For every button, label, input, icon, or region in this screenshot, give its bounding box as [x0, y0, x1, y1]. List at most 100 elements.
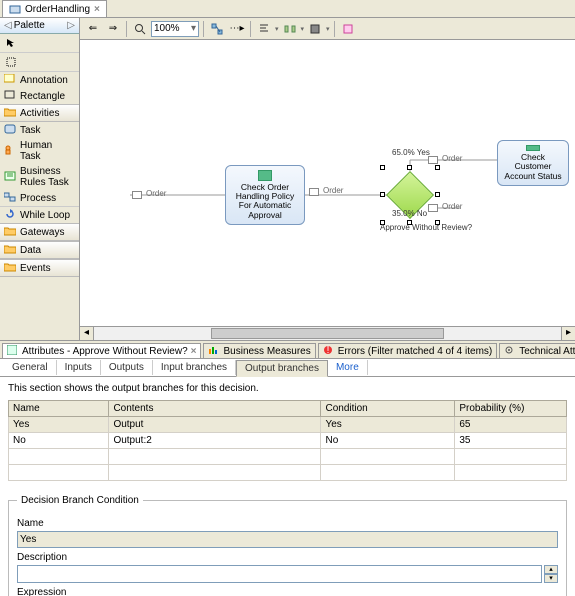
decision-label: Approve Without Review?: [380, 223, 440, 232]
no-port[interactable]: [428, 204, 438, 212]
view-tab-measures[interactable]: Business Measures: [203, 343, 315, 358]
palette-drawer-activities[interactable]: Activities: [0, 104, 79, 122]
palette-item-annotation[interactable]: Annotation: [0, 72, 79, 88]
port-label: Order: [442, 202, 462, 211]
drawer-label: Gateways: [20, 227, 64, 238]
layout-button[interactable]: [208, 21, 226, 37]
drawer-label: Data: [20, 245, 41, 256]
task-output-port[interactable]: [309, 188, 319, 196]
cell: 65: [455, 417, 567, 433]
view-tab-tech[interactable]: Technical Attributes: [499, 343, 575, 358]
branches-table[interactable]: Name Contents Condition Probability (%) …: [8, 400, 567, 481]
task-check-policy[interactable]: Check Order Handling Policy For Automati…: [225, 165, 305, 225]
zoom-tool[interactable]: [131, 21, 149, 37]
editor-tab-label: OrderHandling: [25, 4, 90, 15]
properties-icon: [7, 345, 19, 357]
task-check-account[interactable]: Check Customer Account Status: [497, 140, 569, 186]
palette-tools-2: [0, 53, 79, 72]
palette-item-label: Annotation: [20, 75, 68, 86]
task-icon: [526, 145, 540, 151]
annotation-icon: [4, 74, 16, 86]
zoom-combo[interactable]: 100%▾: [151, 21, 199, 37]
port-label: Order: [442, 154, 462, 163]
subtab-outputs[interactable]: Outputs: [101, 360, 153, 375]
subtab-general[interactable]: General: [4, 360, 57, 375]
drawer-label: Events: [20, 263, 51, 274]
diagram-canvas[interactable]: Order Check Order Handling Policy For Au…: [80, 40, 575, 326]
expression-label: Expression: [17, 587, 558, 596]
align-button[interactable]: [255, 21, 273, 37]
cell: Yes: [9, 417, 109, 433]
close-icon[interactable]: ×: [94, 4, 100, 15]
link-button[interactable]: ⋯▸: [228, 21, 246, 37]
subtab-input-branches[interactable]: Input branches: [153, 360, 236, 375]
palette-drawer-gateways[interactable]: Gateways: [0, 223, 79, 241]
table-row[interactable]: Yes Output Yes 65: [9, 417, 567, 433]
subtab-output-branches[interactable]: Output branches: [236, 360, 328, 377]
horizontal-scrollbar[interactable]: ◂ ▸: [80, 326, 575, 340]
palette-drawer-events[interactable]: Events: [0, 259, 79, 277]
editor-tab-orderhandling[interactable]: OrderHandling ×: [2, 0, 107, 17]
col-condition[interactable]: Condition: [321, 401, 455, 417]
diagram-toolbar: ⇐ ⇒ 100%▾ ⋯▸ ▾ ▾ ▾: [80, 18, 575, 40]
cell: No: [321, 433, 455, 449]
yes-label: 65.0% Yes: [392, 148, 430, 157]
distribute-button[interactable]: [281, 21, 299, 37]
cell: Output: [109, 417, 321, 433]
folder-icon: [4, 226, 16, 238]
palette-item-while[interactable]: While Loop: [0, 207, 79, 223]
col-probability[interactable]: Probability (%): [455, 401, 567, 417]
palette-item-rules-task[interactable]: Business Rules Task: [0, 164, 79, 190]
nav-fwd-button[interactable]: ⇒: [104, 21, 122, 37]
palette-drawer-data[interactable]: Data: [0, 241, 79, 259]
close-icon[interactable]: ×: [191, 346, 197, 357]
palette-item-human-task[interactable]: Human Task: [0, 138, 79, 164]
view-tab-errors[interactable]: ! Errors (Filter matched 4 of 4 items): [318, 343, 497, 358]
section-description: This section shows the output branches f…: [8, 383, 567, 394]
spin-down[interactable]: ▾: [544, 574, 558, 583]
table-row[interactable]: No Output:2 No 35: [9, 433, 567, 449]
label: Task: [20, 125, 41, 136]
cell: Yes: [321, 417, 455, 433]
task-icon: [258, 170, 272, 181]
color-button[interactable]: [306, 21, 324, 37]
yes-port[interactable]: [428, 156, 438, 164]
label: Process: [20, 193, 56, 204]
subtab-inputs[interactable]: Inputs: [57, 360, 101, 375]
cell: No: [9, 433, 109, 449]
task-icon: [4, 124, 16, 136]
col-name[interactable]: Name: [9, 401, 109, 417]
view-tab-attributes[interactable]: Attributes - Approve Without Review? ×: [2, 343, 201, 358]
tech-icon: [504, 345, 516, 357]
views-tab-bar: Attributes - Approve Without Review? × B…: [0, 341, 575, 359]
description-field[interactable]: [17, 565, 542, 583]
col-contents[interactable]: Contents: [109, 401, 321, 417]
svg-text:!: !: [326, 345, 329, 355]
label: Business Rules Task: [20, 166, 75, 188]
settings-button[interactable]: [339, 21, 357, 37]
marquee-tool[interactable]: [2, 54, 20, 70]
rules-icon: [4, 171, 16, 183]
selection-tool[interactable]: [2, 35, 20, 51]
name-field[interactable]: [17, 531, 558, 548]
table-row[interactable]: [9, 449, 567, 465]
folder-icon: [4, 107, 16, 119]
property-sub-tabs: General Inputs Outputs Input branches Ou…: [0, 359, 575, 377]
subtab-more[interactable]: More: [328, 360, 368, 375]
palette-tools: [0, 34, 79, 53]
folder-icon: [4, 244, 16, 256]
table-row[interactable]: [9, 465, 567, 481]
cell: 35: [455, 433, 567, 449]
zoom-value: 100%: [154, 23, 180, 34]
nav-back-button[interactable]: ⇐: [84, 21, 102, 37]
no-label: 35.0% No: [392, 209, 427, 218]
palette-item-process[interactable]: Process: [0, 190, 79, 206]
palette-item-rectangle[interactable]: Rectangle: [0, 88, 79, 104]
spin-up[interactable]: ▴: [544, 565, 558, 574]
palette-header[interactable]: ◁ Palette ▷: [0, 18, 79, 34]
palette-item-task[interactable]: Task: [0, 122, 79, 138]
process-icon: [9, 3, 21, 15]
folder-icon: [4, 262, 16, 274]
start-port[interactable]: [132, 191, 142, 199]
rectangle-icon: [4, 90, 16, 102]
